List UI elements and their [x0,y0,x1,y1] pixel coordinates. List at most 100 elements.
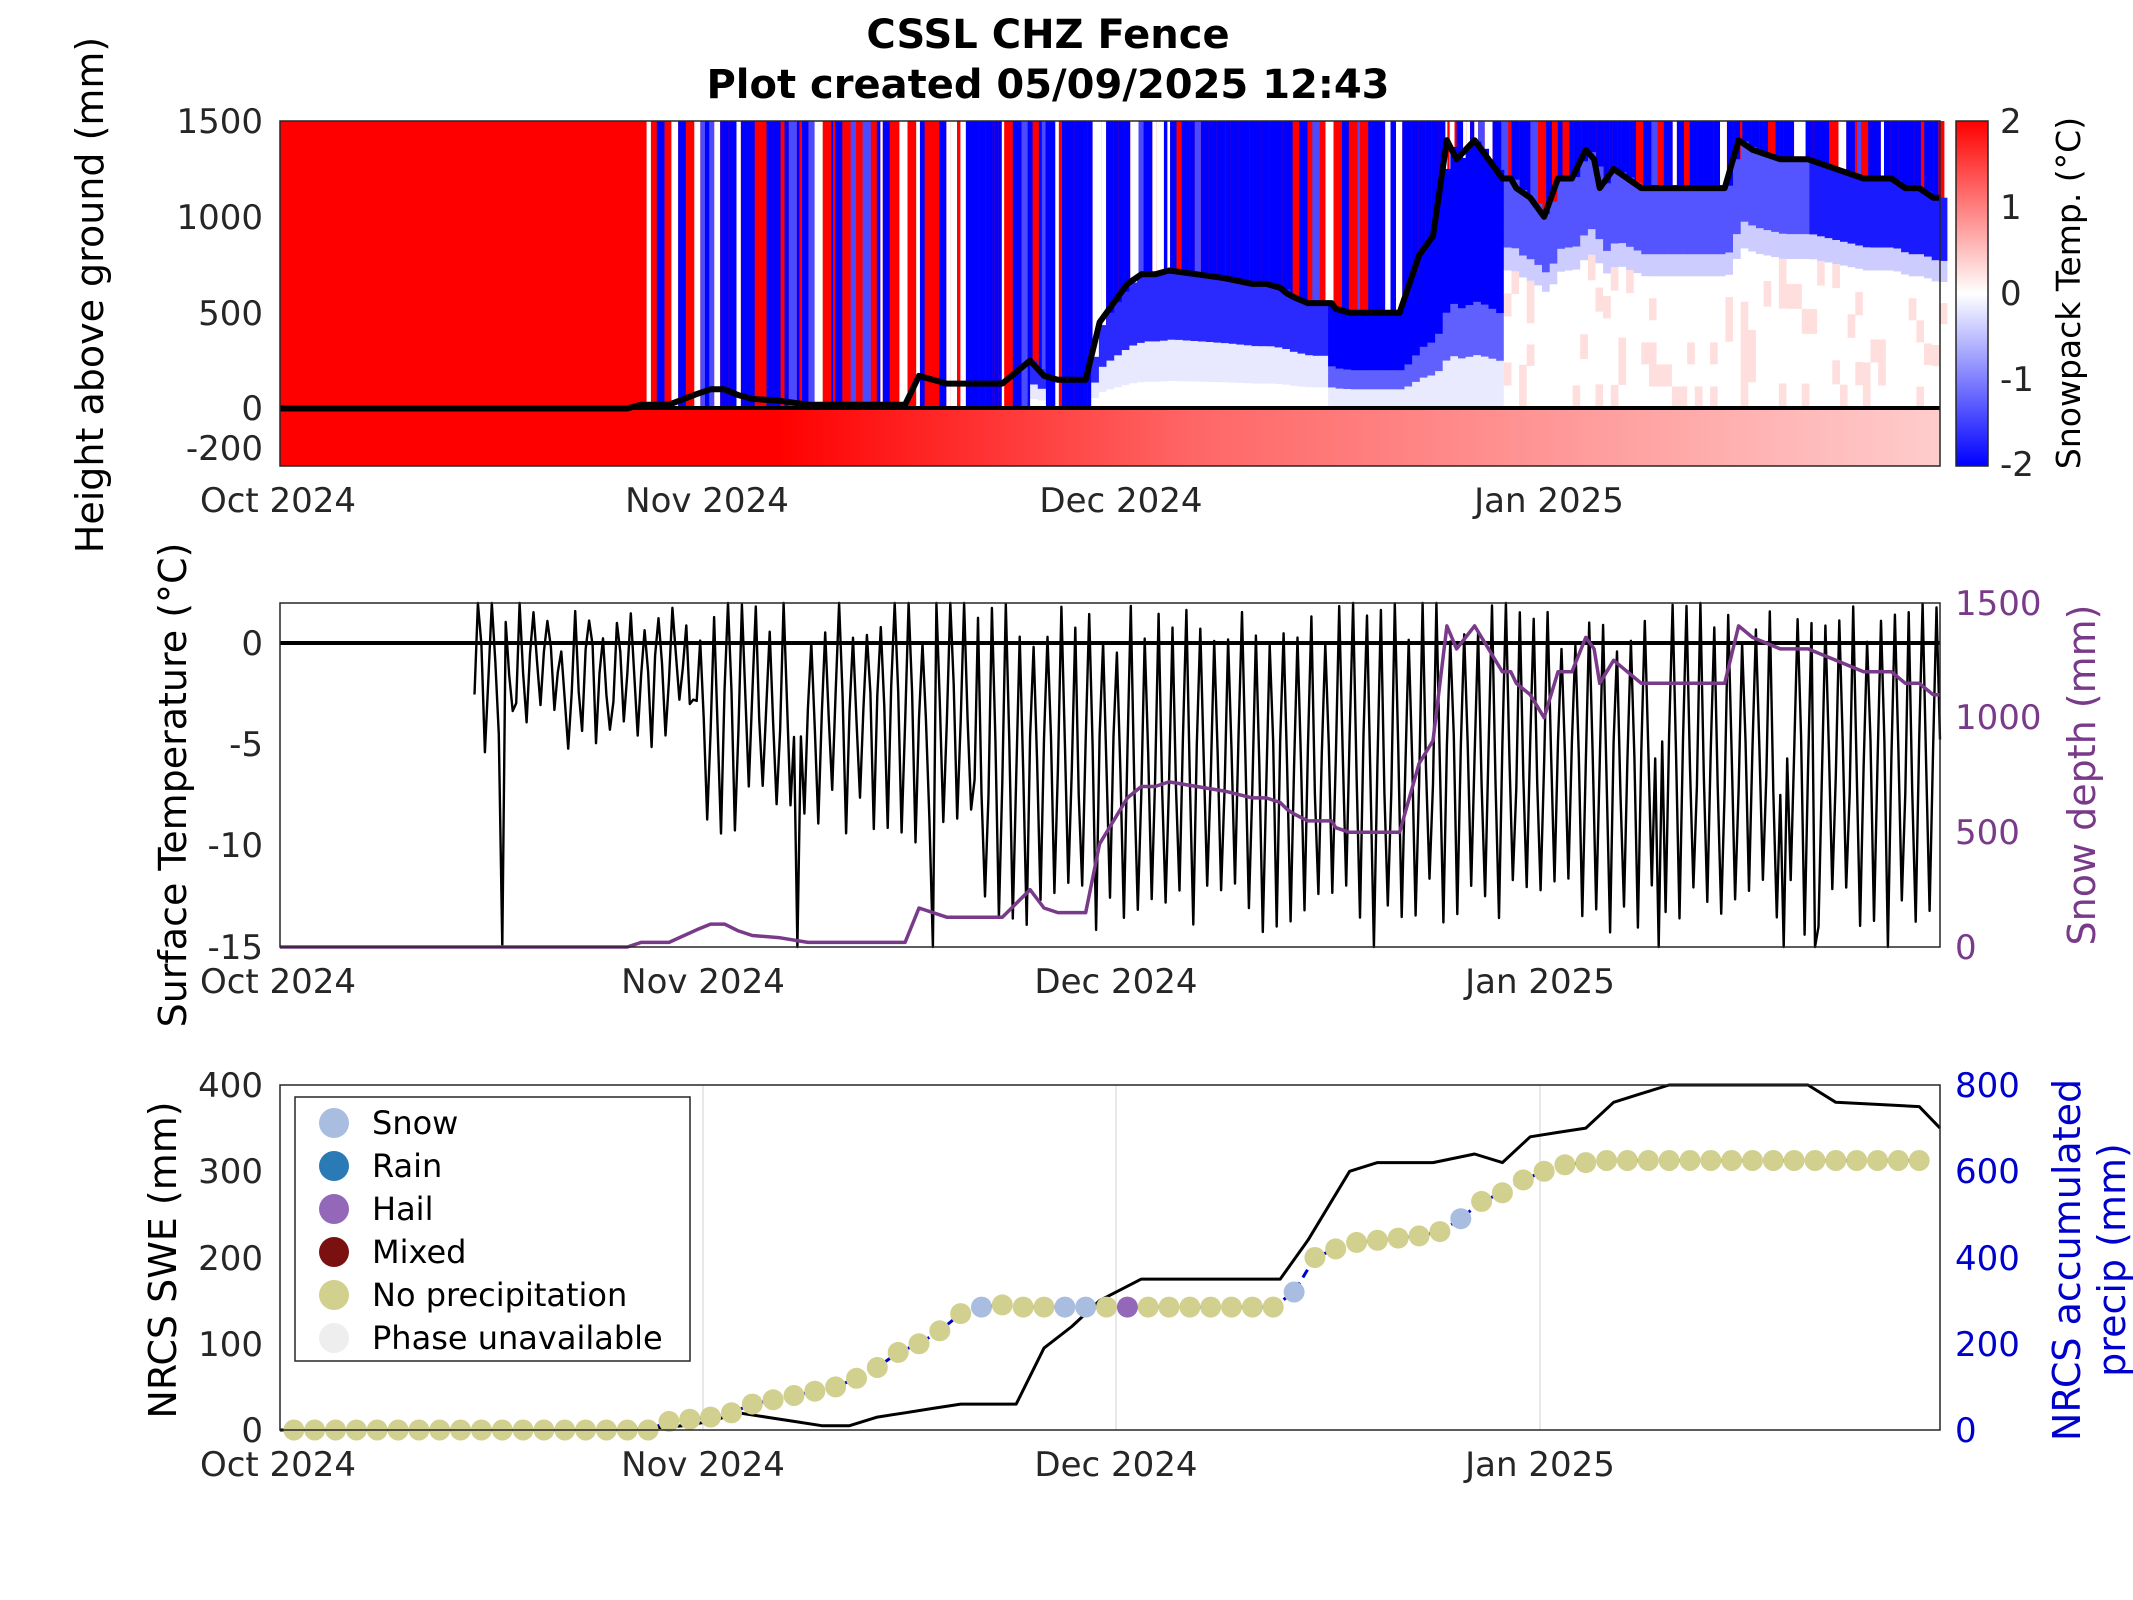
snowpack-cell-567 [1503,339,1512,364]
snowpack-cell-823 [1702,254,1711,277]
heatmap-ytick-1000: 1000 [176,198,263,238]
snowpack-cell-529 [1473,381,1482,410]
snowpack-cell-294 [1297,342,1306,355]
snowpack-cell-1095 [1908,298,1917,321]
snowpack-cell-329 [1320,398,1329,410]
snowpack-cell-73 [1129,320,1138,334]
snowpack-cell-1025 [1855,292,1864,316]
snowpack-cell-304 [1305,344,1314,356]
precip-marker-19 [679,1408,701,1430]
snowpack-cell-521 [1473,168,1482,196]
snowpack-cell-603 [1534,264,1543,286]
snowpack-cell-800 [1687,188,1696,211]
swe-ytick-300: 300 [198,1152,263,1192]
snowpack-cell-890 [1755,150,1764,178]
snowpack-cell-31 [1098,333,1107,343]
snowpack-cell-808 [1687,364,1696,387]
snowpack-cell-152 [1190,300,1199,315]
snowpack-cell-237 [1251,371,1260,385]
precip-ylabel-line-2: precip (mm) [2090,1143,2133,1377]
heatmap-stripe-94 [1152,121,1157,409]
colorbar-tick-0: 0 [2000,274,2022,314]
heatmap-stripe-52 [924,121,933,409]
snowpack-cell-226 [1244,358,1253,372]
snowpack-cell-605 [1534,306,1543,328]
snowpack-cell-107 [1152,368,1161,383]
snowpack-cell-845 [1717,298,1726,321]
snowpack-cell-877 [1740,328,1749,356]
snowpack-cell-1119 [1924,386,1933,410]
heatmap-ytick-minus-200: -200 [186,429,263,469]
snowpack-cell-54 [1114,344,1123,356]
snowpack-cell-862 [1733,209,1742,235]
snowpack-cell-668 [1580,359,1589,385]
snowpack-cell-377 [1358,379,1367,390]
snowpack-cell-909 [1763,383,1772,410]
snowpack-cell-246 [1259,358,1268,372]
snowpack-cell-552 [1496,217,1505,243]
snowpack-cell-444 [1412,328,1421,343]
snowpack-cell-391 [1373,322,1382,333]
snowpack-cell-664 [1580,260,1589,286]
snowpack-cell-946 [1794,308,1803,335]
snowpack-cell-537 [1480,330,1489,358]
heatmap-stripe-7 [678,121,686,409]
snowpack-cell-70 [1129,282,1138,296]
snowpack-cell-335 [1328,355,1337,367]
snowpack-cell-5 [1030,384,1039,390]
snowpack-cell-322 [1320,324,1329,336]
heatmap-stripe-37 [842,121,847,409]
snowpack-cell-86 [1137,356,1146,370]
snowpack-cell-646 [1564,316,1573,341]
heatmap-stripe-10 [700,121,705,409]
snowpack-cell-58 [1114,387,1123,399]
snowpack-cell-766 [1656,320,1665,343]
snowpack-cell-205 [1228,343,1237,358]
snowpack-cell-935 [1786,283,1795,310]
snowpack-cell-598 [1526,365,1535,388]
heatmap-stripe-84 [1087,121,1093,409]
snowpack-cell-161 [1198,287,1207,302]
snowpack-cell-665 [1580,284,1589,311]
precip-marker-57 [1471,1190,1493,1212]
snowpack-cell-882 [1748,199,1757,226]
snowpack-cell-283 [1289,329,1298,341]
snowpack-cell-277 [1282,372,1291,386]
snowpack-cell-1035 [1862,293,1871,317]
snowpack-cell-564 [1503,270,1512,295]
snowpack-cell-302 [1305,323,1314,335]
precip-marker-27 [846,1367,867,1389]
snowpack-cell-501 [1458,182,1467,209]
snowpack-cell-255 [1267,346,1276,360]
precip-marker-34 [991,1294,1013,1316]
snowpack-cell-421 [1396,322,1405,333]
snowpack-cell-189 [1213,395,1222,410]
snowpack-cell-82 [1137,303,1146,318]
snowpack-cell-535 [1480,278,1489,306]
precip-marker-36 [1033,1296,1055,1318]
snowpack-cell-571 [1511,202,1520,227]
snowpack-cell-214 [1236,331,1245,346]
snowpack-cell-651 [1572,200,1581,224]
snowpack-cell-495 [1450,277,1459,305]
snowpack-cell-768 [1656,364,1665,387]
snowpack-cell-714 [1618,266,1627,291]
snowpack-cell-954 [1801,259,1810,285]
snowpack-cell-154 [1190,327,1199,342]
snowpack-cell-236 [1251,358,1260,372]
snowpack-cell-503 [1458,233,1467,259]
snowpack-cell-1038 [1862,362,1871,387]
surface-temp-xtick-nov: Nov 2024 [621,962,785,1002]
snowpack-cell-998 [1832,360,1841,385]
snowpack-cell-583 [1519,255,1528,278]
surface-temp-axes-box [279,602,1941,948]
precip-marker-33 [971,1296,992,1318]
precip-ytick-0: 0 [1955,1411,1977,1451]
heatmap-stripe-90 [1123,121,1131,409]
snowpack-cell-1091 [1908,210,1917,233]
snowpack-cell-122 [1167,298,1176,313]
snowpack-cell-918 [1771,358,1780,384]
heatmap-stripe-78 [1058,121,1062,409]
snowpack-cell-973 [1817,236,1826,262]
snowpack-cell-790 [1679,188,1688,211]
